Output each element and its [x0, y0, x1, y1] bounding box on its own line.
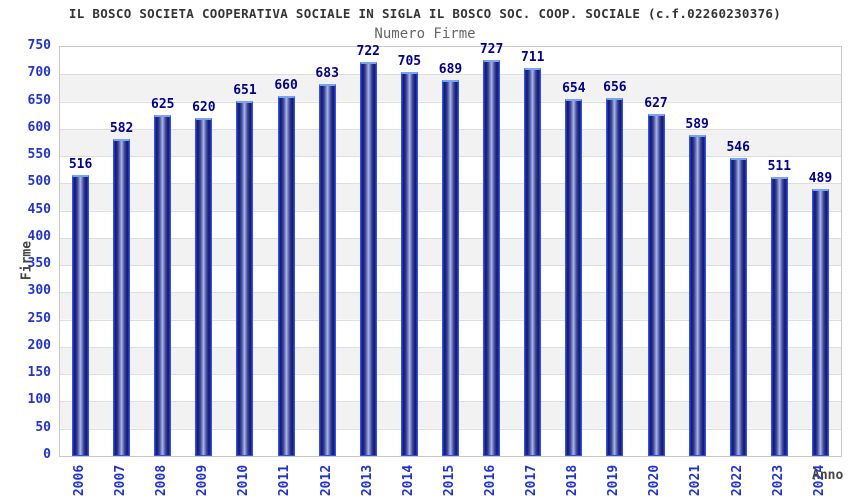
y-tick-label-500: 500	[27, 174, 51, 190]
y-tick-label-600: 600	[27, 119, 51, 135]
y-tick-label-650: 650	[27, 92, 51, 108]
bar-2020	[647, 114, 665, 456]
bar-value-2009: 620	[192, 100, 216, 115]
y-tick-label-550: 550	[27, 147, 51, 163]
x-tick-label-2011: 2011	[268, 461, 302, 499]
x-tick-text-2021: 2021	[688, 464, 704, 496]
x-tick-text-2012: 2012	[318, 464, 334, 496]
x-tick-text-2015: 2015	[442, 464, 457, 496]
bar-2024	[811, 189, 829, 456]
x-tick-text-2016: 2016	[483, 464, 499, 496]
x-tick-label-2020: 2020	[638, 461, 672, 499]
bar-2023	[770, 177, 788, 456]
bar-2006	[72, 175, 90, 456]
bar-2013	[359, 62, 377, 456]
y-tick-label-200: 200	[27, 337, 51, 353]
x-tick-text-2008: 2008	[154, 464, 170, 496]
x-tick-label-2019: 2019	[597, 461, 631, 499]
x-tick-text-2022: 2022	[729, 464, 745, 496]
x-tick-label-2017: 2017	[515, 461, 549, 499]
bar-value-2011: 660	[274, 78, 298, 93]
x-tick-text-2017: 2017	[524, 464, 540, 496]
x-tick-text-2006: 2006	[72, 464, 88, 496]
bar-value-2021: 589	[685, 117, 709, 132]
bar-value-2008: 625	[151, 97, 175, 112]
x-tick-label-2022: 2022	[720, 461, 754, 499]
x-tick-label-2006: 2006	[63, 461, 97, 499]
bar-2015	[442, 80, 459, 456]
bar-2007	[113, 139, 131, 456]
chart-subtitle: Numero Firme	[374, 26, 476, 42]
bar-value-2006: 516	[68, 157, 93, 172]
bar-2017	[524, 68, 542, 456]
x-tick-label-2016: 2016	[474, 461, 508, 499]
bar-2016	[483, 60, 501, 456]
x-axis-title: Anno	[812, 468, 844, 483]
x-tick-label-2021: 2021	[679, 461, 713, 499]
y-tick-label-450: 450	[27, 201, 51, 217]
bar-value-2016: 727	[479, 42, 504, 57]
bar-2021	[688, 135, 706, 456]
y-tick-label-250: 250	[27, 310, 51, 326]
bar-2019	[606, 98, 624, 456]
y-tick-label-700: 700	[27, 65, 51, 81]
x-tick-label-2007: 2007	[104, 461, 138, 499]
x-tick-label-2012: 2012	[309, 461, 343, 499]
y-tick-label-750: 750	[27, 38, 51, 53]
y-tick-label-50: 50	[35, 419, 51, 435]
bar-value-2013: 722	[356, 44, 381, 59]
x-tick-text-2023: 2023	[770, 464, 786, 496]
bar-2008	[154, 115, 172, 456]
x-tick-text-2018: 2018	[565, 464, 581, 496]
bar-value-2020: 627	[644, 96, 668, 111]
bar-value-2014: 705	[397, 54, 422, 69]
x-tick-label-2015: 2015	[433, 461, 467, 499]
bar-2014	[400, 72, 418, 456]
bar-2010	[236, 101, 254, 456]
bar-value-2012: 683	[315, 66, 339, 81]
bar-value-2023: 511	[767, 159, 792, 174]
bar-value-2007: 582	[109, 121, 134, 136]
x-tick-label-2023: 2023	[761, 461, 795, 499]
x-tick-text-2013: 2013	[359, 464, 375, 496]
bar-2018	[565, 99, 583, 456]
x-tick-text-2011: 2011	[277, 464, 293, 496]
bar-value-2022: 546	[726, 140, 750, 155]
x-tick-label-2018: 2018	[556, 461, 590, 499]
x-tick-label-2013: 2013	[350, 461, 384, 499]
x-tick-label-2010: 2010	[227, 461, 261, 499]
y-tick-label-100: 100	[27, 392, 51, 408]
chart-title: IL BOSCO SOCIETA COOPERATIVA SOCIALE IN …	[68, 6, 782, 21]
y-tick-label-300: 300	[27, 283, 51, 299]
bar-value-2010: 651	[233, 83, 257, 98]
bar-2009	[195, 118, 213, 456]
x-tick-label-2008: 2008	[145, 461, 179, 499]
bar-2022	[729, 158, 747, 456]
x-tick-text-2020: 2020	[647, 464, 663, 496]
bar-value-2024: 489	[808, 171, 833, 186]
y-tick-label-400: 400	[27, 228, 51, 244]
bar-value-2019: 656	[603, 80, 627, 95]
bar-value-2017: 711	[520, 50, 545, 65]
x-tick-text-2014: 2014	[400, 464, 416, 496]
plot-area: 516 582 625 620 651 660 683 722 705 689 727 711 654 6…	[59, 42, 842, 457]
y-tick-label-350: 350	[27, 256, 51, 272]
x-tick-label-2014: 2014	[391, 461, 425, 499]
bar-value-2018: 654	[562, 81, 586, 96]
y-tick-label-150: 150	[27, 365, 51, 381]
y-tick-label-0: 0	[43, 447, 51, 462]
x-tick-label-2009: 2009	[186, 461, 220, 499]
x-tick-text-2007: 2007	[113, 464, 129, 496]
grid-line-700	[60, 74, 841, 76]
bar-value-2015: 689	[438, 62, 463, 77]
bar-2011	[277, 96, 295, 456]
x-tick-text-2019: 2019	[606, 464, 622, 496]
x-tick-text-2010: 2010	[236, 464, 252, 496]
x-tick-text-2009: 2009	[195, 464, 211, 496]
bar-2012	[318, 84, 336, 456]
